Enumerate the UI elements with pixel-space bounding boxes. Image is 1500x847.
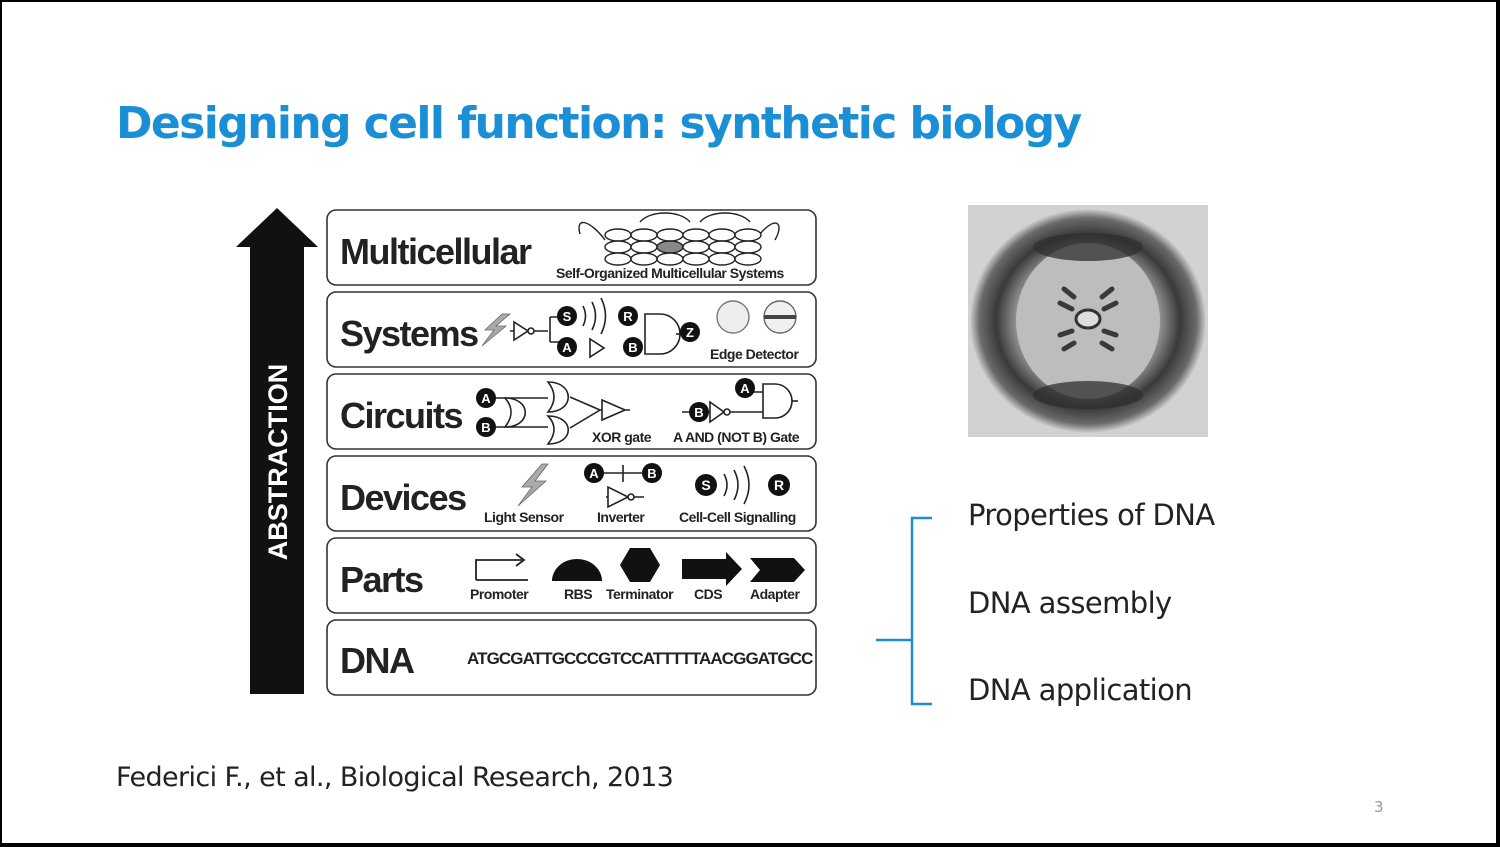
inverter-icon (602, 465, 644, 509)
level-box-systems (326, 291, 817, 368)
node-b-icon (642, 463, 662, 483)
level-name-multicellular: Multicellular (340, 231, 532, 272)
caption-cds: CDS (694, 586, 722, 602)
svg-text:S: S (563, 309, 572, 324)
abstraction-arrow-icon (236, 208, 318, 694)
caption-rbs: RBS (564, 586, 592, 602)
caption-promoter: Promoter (470, 586, 529, 602)
systems-nodes: S R A B Z (557, 297, 700, 357)
bullet-dna-application: DNA application (968, 673, 1193, 707)
caption-and-not-gate: A AND (NOT B) Gate (673, 429, 800, 445)
level-box-dna (326, 619, 817, 696)
citation: Federici F., et al., Biological Research… (116, 762, 674, 793)
svg-text:A: A (562, 340, 572, 355)
node-a-icon (584, 463, 604, 483)
svg-text:B: B (694, 405, 703, 420)
light-sensor-icon (517, 463, 549, 507)
svg-text:A: A (740, 381, 750, 396)
svg-text:Z: Z (686, 325, 694, 340)
svg-text:B: B (481, 420, 490, 435)
caption-xor-gate: XOR gate (592, 429, 652, 445)
level-name-parts: Parts (340, 559, 423, 600)
svg-text:R: R (774, 477, 784, 493)
xor-gate-icon (495, 381, 630, 445)
dna-sequence: ATGCGATTGCCCGTCCATTTTTAACGGATGCC (467, 649, 813, 668)
terminator-icon (620, 548, 660, 582)
and-not-gate-icon (682, 383, 798, 424)
node-s-icon (695, 474, 717, 496)
bracket-icon (876, 516, 932, 706)
bullet-dna-assembly: DNA assembly (968, 586, 1172, 620)
abstraction-label: ABSTRACTION (263, 364, 293, 561)
edge-detector-plain-icon (716, 300, 750, 334)
dna-xray-diffraction-image (968, 205, 1208, 437)
caption-light-sensor: Light Sensor (484, 509, 565, 525)
adapter-icon (750, 558, 805, 582)
bullet-properties-of-dna: Properties of DNA (968, 498, 1215, 532)
level-name-systems: Systems (340, 313, 478, 354)
slide-title: Designing cell function: synthetic biolo… (116, 98, 1082, 149)
svg-text:B: B (628, 340, 637, 355)
node-z-icon (680, 322, 700, 342)
caption-cell-cell-signalling: Cell-Cell Signalling (679, 509, 796, 525)
page-number: 3 (1374, 798, 1384, 816)
node-b-icon (689, 402, 709, 422)
node-a-icon (557, 337, 577, 357)
caption-adapter: Adapter (750, 586, 800, 602)
node-a-icon (735, 378, 755, 398)
level-box-devices (326, 455, 817, 532)
multicellular-cells-icon (578, 212, 780, 266)
caption-edge-detector: Edge Detector (710, 346, 799, 362)
cell-signal-waves-icon (723, 465, 750, 505)
level-name-dna: DNA (340, 640, 415, 681)
lightning-icon (481, 313, 512, 347)
node-r-icon (768, 474, 790, 496)
node-b-icon (623, 337, 643, 357)
caption-inverter: Inverter (597, 509, 645, 525)
caption-terminator: Terminator (606, 586, 674, 602)
svg-text:A: A (589, 466, 599, 481)
cds-icon (682, 552, 742, 586)
svg-text:B: B (647, 466, 656, 481)
svg-text:A: A (481, 391, 491, 406)
caption-self-organized: Self-Organized Multicellular Systems (556, 265, 785, 281)
signal-waves-icon (582, 297, 607, 335)
node-s-icon (557, 306, 577, 326)
node-a-icon (476, 388, 496, 408)
rbs-icon (552, 559, 602, 581)
node-b-icon (476, 417, 496, 437)
level-name-circuits: Circuits (340, 395, 463, 436)
level-name-devices: Devices (340, 477, 466, 518)
node-r-icon (618, 306, 638, 326)
promoter-icon (475, 553, 528, 581)
abstraction-figure: ABSTRACTION Multicellular Systems Circui… (236, 208, 817, 696)
svg-text:S: S (701, 477, 710, 493)
systems-circuit-icon (510, 313, 682, 359)
svg-text:R: R (623, 309, 633, 324)
